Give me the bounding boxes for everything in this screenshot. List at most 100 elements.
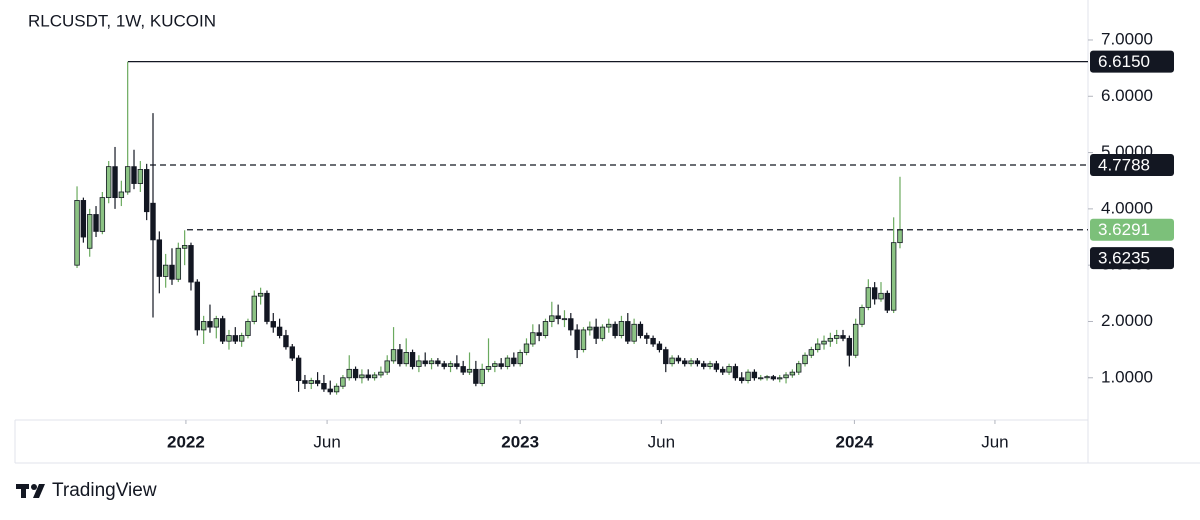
- candle-body: [751, 371, 758, 379]
- candle-body: [745, 371, 751, 381]
- candle-body: [859, 306, 865, 325]
- candle-body: [283, 335, 289, 348]
- candle-body: [764, 376, 770, 379]
- candle-body: [504, 357, 511, 367]
- candle-body: [758, 377, 764, 380]
- candle-body: [359, 374, 365, 379]
- price-label: 6.6150: [1098, 52, 1150, 71]
- candle-body: [536, 332, 542, 336]
- candle-body: [814, 343, 821, 351]
- chart-title: RLCUSDT, 1W, KUCOIN: [28, 11, 216, 30]
- candle-body: [549, 315, 555, 322]
- candle-body: [498, 363, 504, 367]
- candle-body: [441, 363, 447, 367]
- candle-body: [156, 239, 163, 277]
- candle-body: [409, 352, 416, 367]
- x-tick-label: Jun: [313, 432, 340, 451]
- candle-body: [295, 357, 302, 381]
- price-label-box: [1090, 154, 1174, 177]
- candle-body: [289, 346, 295, 359]
- candle-body: [112, 166, 118, 199]
- y-tick-label: 2.0000: [1101, 311, 1153, 330]
- candle-body: [637, 323, 644, 336]
- candle-body: [897, 229, 903, 244]
- candle-body: [143, 169, 150, 213]
- candle-body: [777, 377, 783, 380]
- candle-body: [80, 200, 87, 238]
- price-label-box: [1090, 218, 1174, 241]
- candle-body: [447, 363, 454, 367]
- x-tick-label: 2024: [835, 432, 873, 451]
- candle-body: [333, 385, 340, 393]
- candle-body: [625, 321, 631, 342]
- candle-body: [86, 214, 93, 249]
- candle-body: [124, 166, 131, 193]
- y-tick-label: 1.0000: [1101, 367, 1153, 386]
- candle-body: [302, 380, 308, 384]
- candle-body: [707, 363, 713, 367]
- frame: [14, 0, 1200, 464]
- candle-body: [618, 321, 625, 336]
- candle-body: [352, 368, 359, 379]
- candle-body: [783, 374, 789, 379]
- candle-body: [131, 166, 137, 184]
- candle-body: [871, 287, 878, 300]
- x-tick-label: 2023: [501, 432, 539, 451]
- candle-body: [890, 242, 897, 311]
- last-price-label: 3.6235: [1098, 249, 1150, 268]
- candle-body: [492, 363, 498, 367]
- candle-body: [340, 377, 346, 387]
- price-label: 4.7788: [1098, 156, 1150, 175]
- candle-body: [523, 343, 530, 353]
- candle-body: [479, 368, 485, 384]
- candle-body: [245, 321, 251, 336]
- brand-name: TradingView: [52, 480, 157, 501]
- candle-body: [713, 363, 720, 370]
- candle-body: [99, 197, 106, 232]
- candle-body: [530, 332, 536, 345]
- candle-body: [403, 352, 409, 365]
- candle-body: [726, 366, 732, 373]
- candle-body: [720, 368, 726, 373]
- candle-body: [789, 371, 796, 376]
- candle-body: [846, 337, 853, 356]
- y-tick-label: 4.0000: [1101, 198, 1153, 217]
- candle-body: [701, 363, 707, 367]
- candle-body: [213, 318, 220, 328]
- candle-body: [105, 166, 112, 199]
- candle-body: [466, 368, 473, 373]
- candle-body: [656, 343, 663, 351]
- candle-body: [137, 169, 144, 184]
- last-price-box: [1090, 247, 1174, 270]
- candle-body: [460, 366, 466, 373]
- x-tick-label: Jun: [981, 432, 1008, 451]
- candle-body: [555, 315, 561, 320]
- candle-body: [511, 357, 517, 365]
- candle-body: [732, 366, 739, 379]
- candle-body: [384, 360, 390, 373]
- candle-body: [599, 326, 606, 339]
- candle-body: [422, 360, 428, 365]
- candle-body: [150, 202, 156, 241]
- candles: [74, 61, 903, 395]
- logo-part: [21, 484, 26, 498]
- candle-body: [188, 245, 194, 283]
- candle-body: [397, 349, 403, 365]
- candle-body: [878, 292, 884, 300]
- candle-body: [219, 318, 226, 342]
- candle-body: [365, 374, 371, 379]
- brand-logo: [16, 484, 45, 498]
- candle-body: [251, 295, 257, 322]
- candle-body: [232, 335, 238, 342]
- candle-body: [276, 326, 283, 336]
- candle-body: [574, 329, 580, 351]
- candle-body: [257, 292, 264, 297]
- candle-body: [606, 323, 612, 328]
- candle-body: [435, 360, 441, 365]
- candle-body: [378, 371, 384, 376]
- candle-body: [852, 323, 859, 356]
- candle-body: [675, 357, 682, 362]
- candle-body: [238, 335, 245, 342]
- candle-body: [796, 363, 802, 373]
